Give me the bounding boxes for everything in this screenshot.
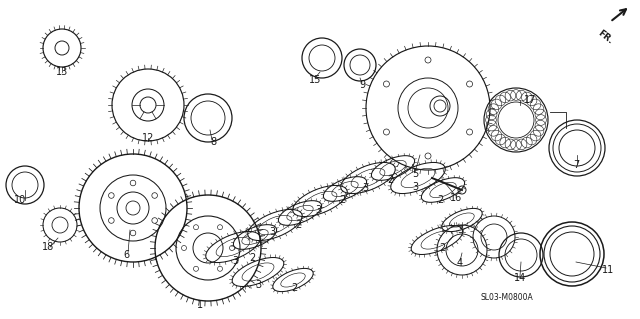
Text: 2: 2 [339,195,345,205]
Text: 3: 3 [315,205,321,215]
Text: 3: 3 [457,225,463,235]
Text: 3: 3 [255,280,261,290]
Text: 2: 2 [439,243,445,253]
Text: 3: 3 [269,227,275,237]
Text: 9: 9 [359,80,365,90]
Text: 3: 3 [362,183,368,193]
Text: FR.: FR. [596,28,614,45]
Text: 17: 17 [524,95,536,105]
Text: 14: 14 [514,273,526,283]
Text: 16: 16 [450,193,462,203]
Text: 15: 15 [309,75,321,85]
Text: 2: 2 [295,220,301,230]
Text: SL03-M0800A: SL03-M0800A [481,293,533,302]
Text: 18: 18 [42,242,54,252]
Text: 11: 11 [602,265,614,275]
Text: 12: 12 [142,133,154,143]
Text: 4: 4 [457,258,463,268]
Text: 5: 5 [412,169,418,179]
Text: 1: 1 [197,300,203,310]
Text: 2: 2 [291,283,297,293]
Text: 3: 3 [412,182,418,192]
Text: 6: 6 [123,250,129,260]
Text: 2: 2 [249,253,255,263]
Text: 7: 7 [573,160,579,170]
Text: 8: 8 [210,137,216,147]
Text: 10: 10 [14,195,26,205]
Text: 2: 2 [387,175,393,185]
Text: 13: 13 [56,67,68,77]
Text: 2: 2 [437,195,443,205]
Text: 3: 3 [232,256,238,266]
